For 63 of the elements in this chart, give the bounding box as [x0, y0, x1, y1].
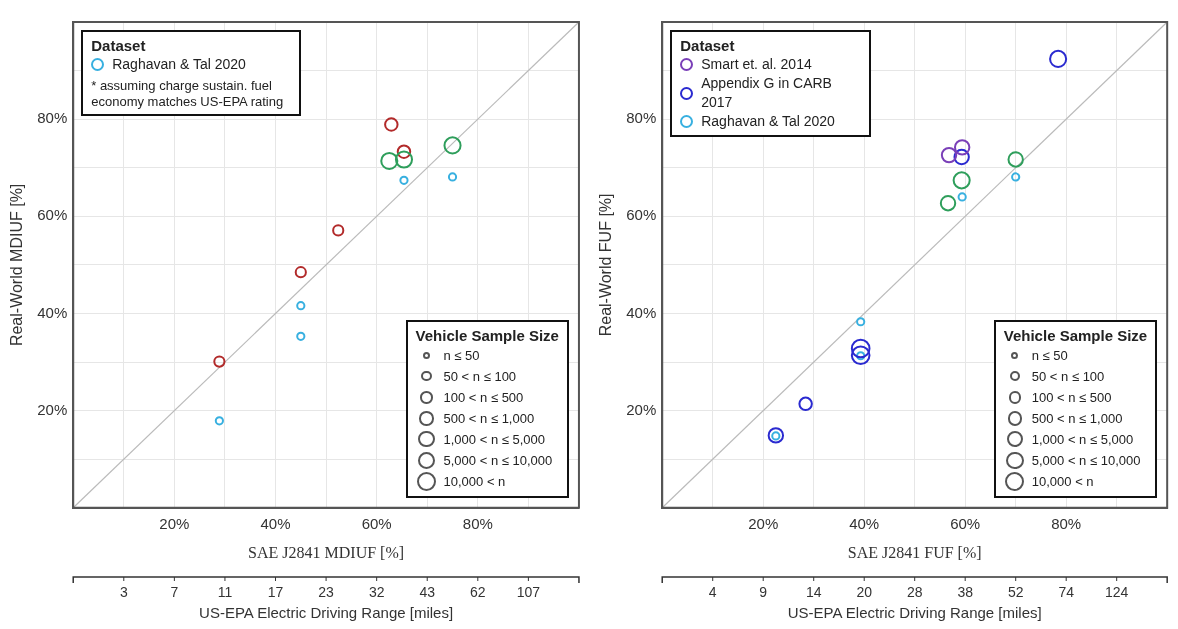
text: 52	[1007, 583, 1024, 600]
x2-axis-title: US-EPA Electric Driving Range [miles]	[787, 603, 1042, 621]
x-tick-label: 60%	[950, 514, 981, 532]
legend-label: 100 < n ≤ 500	[443, 388, 524, 407]
text: 74	[1058, 583, 1075, 600]
legend-label: 1,000 < n ≤ 5,000	[1031, 430, 1134, 449]
y-tick-label: 20%	[626, 400, 657, 418]
x2-axis-title: US-EPA Electric Driving Range [miles]	[199, 603, 454, 621]
legend-label: 50 < n ≤ 100	[443, 367, 517, 386]
y-tick-label: 80%	[626, 109, 657, 127]
x-tick-label: 80%	[1051, 514, 1082, 532]
text: 20	[856, 583, 873, 600]
x-tick-label: 40%	[849, 514, 880, 532]
legend-label: n ≤ 50	[443, 346, 480, 365]
legend-label: 5,000 < n ≤ 10,000	[443, 451, 553, 470]
text: 11	[217, 583, 233, 600]
legend-label: 50 < n ≤ 100	[1031, 367, 1105, 386]
y-tick-label: 40%	[37, 303, 68, 321]
text: 43	[419, 583, 436, 600]
text: 17	[267, 583, 284, 600]
legend-label: 10,000 < n	[1031, 472, 1094, 491]
y-tick-label: 80%	[37, 109, 68, 127]
legend-label: Smart et. al. 2014	[701, 55, 812, 74]
x-axis-title: SAE J2841 MDIUF [%]	[248, 543, 405, 561]
text: 107	[516, 583, 541, 600]
y-axis-title: Real-World FUF [%]	[597, 193, 615, 337]
text: 32	[368, 583, 385, 600]
annotation: Vehicle Sample Size	[415, 325, 559, 345]
x-tick-label: 60%	[361, 514, 392, 532]
x-tick-label: 40%	[260, 514, 291, 532]
text: 62	[470, 583, 486, 600]
y-tick-label: 40%	[626, 303, 657, 321]
legend-title: Dataset	[91, 36, 147, 55]
text: 23	[318, 583, 335, 600]
legend-label: n ≤ 50	[1031, 346, 1068, 365]
y-tick-label: 60%	[626, 206, 657, 224]
legend-label: Raghavan & Tal 2020	[112, 55, 246, 74]
text: 3	[119, 583, 128, 600]
legend-label: 100 < n ≤ 500	[1031, 388, 1112, 407]
text: 14	[805, 583, 822, 600]
text: 9	[759, 583, 768, 600]
annotation: Vehicle Sample Size	[1003, 325, 1148, 345]
legend-label: 1,000 < n ≤ 5,000	[443, 430, 545, 449]
text: 7	[170, 583, 179, 600]
text: 28	[906, 583, 923, 600]
annotation: * assuming charge sustain. fuel economy matches US-EPA rating	[91, 78, 285, 110]
legend-label: Raghavan & Tal 2020	[701, 112, 835, 131]
x-tick-label: 80%	[462, 514, 493, 532]
y-tick-label: 60%	[37, 206, 68, 224]
x-axis-title: SAE J2841 FUF [%]	[847, 543, 982, 561]
legend-label: 500 < n ≤ 1,000	[443, 409, 535, 428]
y-tick-label: 20%	[37, 400, 68, 418]
x-tick-label: 20%	[748, 514, 779, 532]
legend-title: Dataset	[680, 36, 736, 55]
text: 124	[1105, 583, 1129, 600]
text: 4	[708, 583, 717, 600]
legend-label: 500 < n ≤ 1,000	[1031, 409, 1123, 428]
legend-label: 10,000 < n	[443, 472, 506, 491]
text: 38	[957, 583, 974, 600]
legend-label: Appendix G in CARB 2017	[701, 74, 833, 112]
legend-label: 5,000 < n ≤ 10,000	[1031, 451, 1141, 470]
x-tick-label: 20%	[159, 514, 190, 532]
y-axis-title: Real-World MDIUF [%]	[8, 183, 26, 347]
